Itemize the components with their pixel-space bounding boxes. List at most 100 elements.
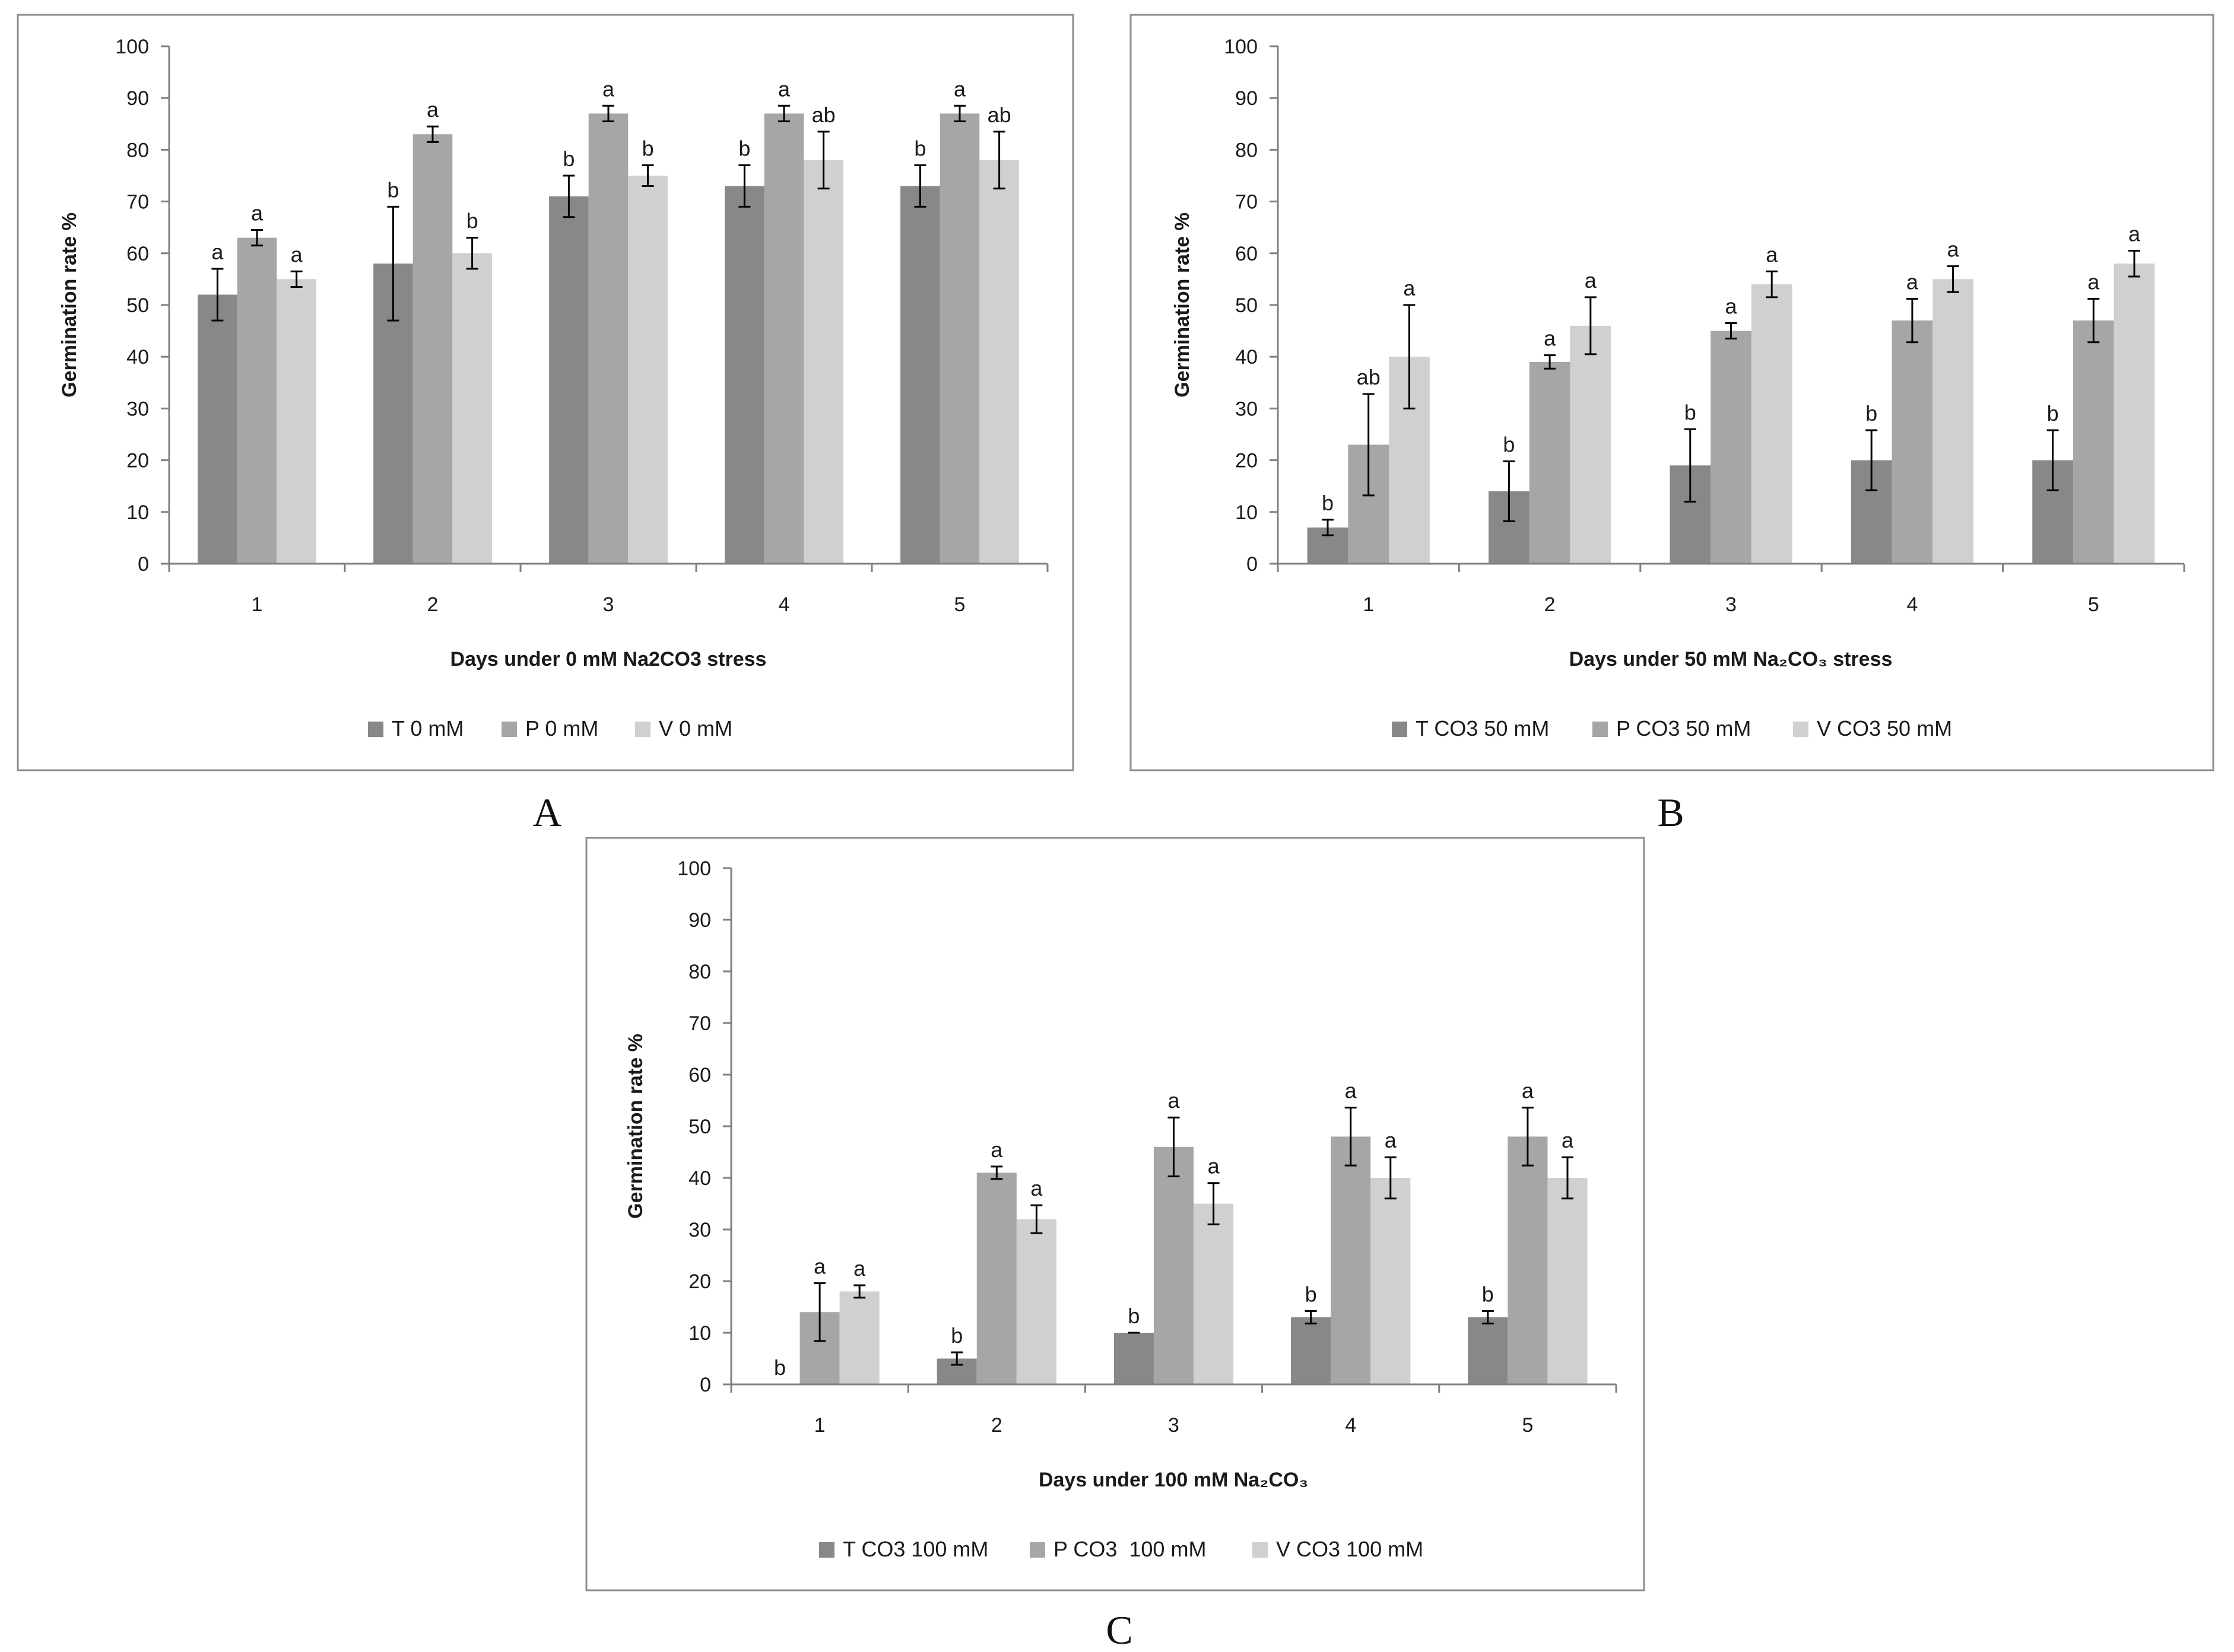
y-tick-label: 50 [688,1116,711,1138]
significance-letter: b [563,147,575,171]
bar [1711,331,1751,564]
error-bar [1481,1310,1494,1324]
x-tick-label: 2 [427,593,439,616]
y-tick-label: 40 [126,346,149,368]
significance-letter: b [914,136,926,161]
bar-group [1307,263,2155,564]
error-bar [1030,1204,1043,1234]
significance-letter: b [387,177,399,202]
significance-letter: b [738,136,750,161]
error-bar [427,125,439,143]
x-tick-label: 3 [1725,593,1737,616]
bar [976,1173,1017,1384]
x-tick-label: 2 [991,1414,1002,1437]
x-tick-group: 1 2 3 4 5 [1277,564,2185,616]
significance-letter: b [1503,432,1515,456]
bar [198,294,237,564]
legend-swatch [635,722,650,737]
bar [940,113,980,564]
legend-label: P CO3 100 mM [1053,1537,1206,1561]
error-bar [1725,322,1737,340]
significance-letter: a [291,242,303,266]
error-bar [1684,428,1696,503]
error-bar [778,104,790,122]
error-bar [951,1351,963,1366]
significance-letter: b [1482,1282,1494,1306]
error-bar [387,205,399,322]
significance-letter: a [1544,326,1556,351]
significance-letter: a [778,77,791,101]
significance-letter: a [1766,242,1778,266]
chart-frame [17,14,1074,771]
x-tick-label: 5 [2088,593,2099,616]
significance-letter: a [1585,268,1597,293]
error-bar [1321,519,1334,536]
significance-letter: a [1403,276,1416,300]
y-tick-label: 0 [138,553,149,576]
error-bar [211,268,224,322]
legend: T CO3 50 mM P CO3 50 mM V CO3 50 mM [1392,716,1952,741]
y-axis-title: Germination rate % [624,1034,647,1219]
y-tick-label: 0 [700,1374,711,1396]
significance-letter: a [1208,1154,1220,1178]
y-tick-label: 10 [688,1322,711,1345]
significance-letter: a [853,1256,866,1281]
y-tick-label: 90 [1235,87,1258,110]
bar [2114,263,2155,564]
significance-letter: b [642,136,654,161]
y-tick-label: 60 [126,243,149,265]
bar [839,1291,880,1384]
y-tick-group: 0 10 20 30 40 50 60 70 80 90 100 [1224,36,1278,576]
bar [1547,1178,1588,1384]
error-bar [1947,265,1959,293]
bar [2073,320,2114,564]
error-bar [914,164,926,208]
significance-letter: ab [988,103,1011,127]
y-tick-label: 70 [126,191,149,214]
y-tick-label: 40 [1235,346,1258,368]
error-bar [1521,1107,1534,1167]
legend-swatch [1793,722,1808,737]
x-tick-label: 1 [252,593,263,616]
legend-swatch [1392,722,1407,737]
significance-letter: b [1865,401,1877,425]
error-bar [1561,1156,1573,1200]
error-bar [2046,429,2059,491]
y-tick-label: 70 [1235,191,1258,214]
legend-swatch [1592,722,1608,737]
significance-letter: b [467,209,478,233]
error-bar [1362,393,1375,497]
bar [1331,1136,1371,1384]
bar [1751,284,1792,564]
significance-letter-group: b b b b b ab a a a a a a a a a [1322,221,2141,514]
legend-label: T CO3 50 mM [1416,716,1549,741]
error-bar-group [814,1107,1573,1366]
x-tick-label: 1 [814,1414,826,1437]
error-bar [1344,1107,1357,1167]
x-tick-label: 4 [1906,593,1918,616]
legend-swatch [1030,1542,1045,1558]
y-tick-label: 10 [126,501,149,524]
error-bar [1305,1310,1317,1324]
significance-letter: b [774,1355,786,1380]
legend-swatch [368,722,383,737]
error-bar [1167,1116,1180,1177]
y-tick-label: 60 [1235,243,1258,265]
error-bar [1544,354,1556,370]
error-bar [991,1165,1003,1180]
bar [1016,1219,1056,1384]
bar [412,134,453,564]
bar [628,176,668,564]
error-bar [1865,429,1878,491]
error-bar [290,270,303,288]
significance-letter: a [602,77,615,101]
y-tick-label: 10 [1235,501,1258,524]
y-tick-label: 0 [1246,553,1258,576]
y-axis-title: Germination rate % [1171,212,1194,398]
legend-label: V CO3 100 mM [1276,1537,1423,1561]
y-tick-label: 100 [115,36,149,58]
y-tick-label: 30 [1235,398,1258,420]
significance-letter: b [951,1323,963,1348]
bar [1468,1317,1508,1384]
x-axis-title: Days under 50 mM Na₂CO₃ stress [1569,648,1893,671]
